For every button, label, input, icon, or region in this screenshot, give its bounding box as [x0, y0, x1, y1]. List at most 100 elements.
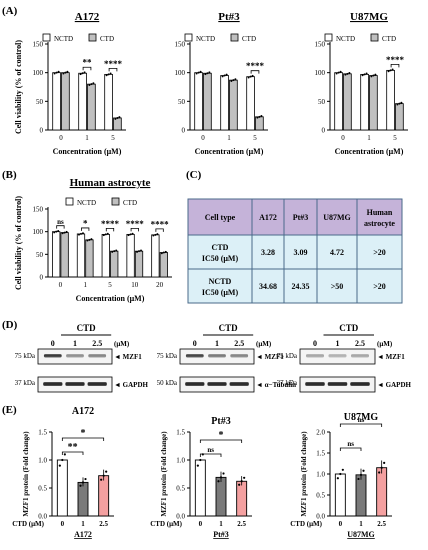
blot-band-loading — [65, 382, 85, 386]
data-point — [337, 71, 340, 74]
data-point — [55, 230, 58, 233]
data-point — [57, 70, 60, 73]
data-point — [156, 233, 159, 236]
bar-nctd — [126, 233, 135, 278]
significance-label: **** — [101, 219, 120, 229]
data-point — [100, 478, 103, 481]
blot-unit-label: (μM) — [114, 340, 130, 348]
table-cell-text: A172 — [259, 213, 277, 222]
data-point — [217, 480, 220, 483]
significance-label: **** — [386, 55, 405, 65]
table-cell — [316, 234, 358, 270]
y-axis-label: Cell viability (% of control) — [14, 40, 23, 134]
data-point — [223, 74, 226, 77]
data-point — [357, 477, 360, 481]
data-point — [243, 476, 246, 479]
y-tick-label: 100 — [315, 69, 326, 77]
blot-band-target — [306, 354, 324, 358]
x-axis-label: Concentration (μM) — [335, 147, 404, 156]
chart-title: Pt#3 — [218, 11, 240, 23]
bar-ctd — [369, 75, 378, 131]
data-point — [195, 72, 198, 75]
x-tick-label: 1 — [359, 520, 363, 528]
y-axis-label: Cell viability (% of control) — [14, 196, 23, 290]
significance-label: ** — [83, 58, 93, 68]
data-point — [361, 74, 364, 77]
significance-label: **** — [151, 219, 170, 229]
data-point — [359, 473, 363, 476]
bar-nctd — [151, 234, 160, 278]
bar-ctd — [203, 72, 212, 131]
table-cell — [356, 268, 403, 304]
data-point — [84, 477, 87, 481]
y-axis-label: MZF1 protein (Fold change) — [160, 431, 168, 517]
chart-a172-mzf1: A172 0.0 0.5 1.0 1.5 MZF1 protein (Fold chang… — [12, 406, 114, 539]
data-point — [234, 78, 237, 81]
table-cell-text: 24.35 — [292, 282, 310, 291]
bar-nctd — [104, 73, 113, 131]
blot-band-loading — [185, 382, 205, 386]
bar-nctd — [194, 72, 203, 131]
significance-bracket — [82, 66, 92, 71]
significance-bracket — [130, 227, 139, 232]
table-cell — [251, 234, 285, 270]
y-tick-label: 100 — [175, 69, 186, 77]
bar-ctd — [159, 252, 168, 278]
data-point — [105, 74, 108, 77]
x-axis-label: CTD (μM) — [290, 520, 322, 528]
data-point — [219, 476, 223, 479]
significance-label: * — [219, 430, 224, 441]
data-point — [109, 72, 112, 75]
y-tick-label: 2.0 — [316, 429, 325, 437]
significance-bracket — [81, 227, 90, 231]
y-tick-label: 0 — [182, 127, 186, 135]
table-cell — [283, 268, 318, 304]
bar-nctd — [360, 73, 369, 131]
table-cell-text: 4.72 — [330, 248, 344, 257]
bar-nctd — [334, 72, 343, 131]
x-tick-label: 0 — [59, 134, 63, 142]
blot-lane-label: 1 — [336, 339, 340, 348]
panel-label-e: (E) — [2, 404, 17, 416]
x-tick-label: 0 — [201, 134, 205, 142]
data-point — [79, 73, 82, 76]
y-tick-label: 50 — [178, 98, 186, 106]
chart-u87mg-viability: U87MG NCTD CTD 0 50 100 150 Concentration (μM) 0… — [315, 11, 408, 156]
chart-title: Human astrocyte — [70, 177, 151, 189]
x-tick-label: 2.5 — [237, 520, 246, 528]
ic50-table: Cell type A172 Pt#3 U87MG Human astrocyte CTD I… — [187, 198, 403, 304]
data-point — [374, 73, 377, 76]
x-axis-label: Concentration (μM) — [195, 147, 264, 156]
panel-label-d: (D) — [2, 319, 18, 331]
data-point — [63, 231, 66, 234]
data-point — [344, 73, 347, 76]
table-cell — [316, 268, 358, 304]
data-point — [113, 250, 116, 253]
y-tick-label: 50 — [36, 251, 44, 259]
chart-u87mg-mzf1: U87MG 0.0 0.5 1.0 1.5 2.0 MZF1 protein (Fold c… — [290, 412, 392, 539]
bar-ctd — [134, 250, 144, 278]
data-point — [81, 72, 84, 75]
data-point — [341, 468, 344, 471]
blot-band-loading — [43, 382, 63, 386]
blot-treatment-label: CTD — [77, 323, 97, 333]
data-point — [162, 251, 165, 254]
significance-label: ns — [57, 218, 64, 226]
data-point — [197, 71, 200, 74]
data-point — [90, 238, 93, 241]
x-tick-label: 2.5 — [377, 520, 386, 528]
blot-band-target — [230, 354, 249, 358]
western-blot-pt3: CTD 0 1 2.5 (μM) 75 kDa 50 kDa ◄ MZF1 ◄ α−Tubuli… — [157, 323, 296, 393]
legend-label-nctd: NCTD — [336, 35, 355, 43]
table-cell-text: CTD IC50 (μM) — [202, 243, 239, 263]
legend-swatch-ctd — [370, 33, 379, 42]
bar-nctd — [52, 72, 61, 131]
bar-fold-change — [376, 467, 388, 517]
legend-label-nctd: NCTD — [77, 199, 96, 207]
blot-lane-label: 0 — [313, 339, 317, 348]
data-point — [238, 483, 241, 486]
x-tick-label: 0 — [59, 281, 63, 289]
data-point — [62, 72, 65, 75]
bar-nctd — [101, 233, 110, 278]
